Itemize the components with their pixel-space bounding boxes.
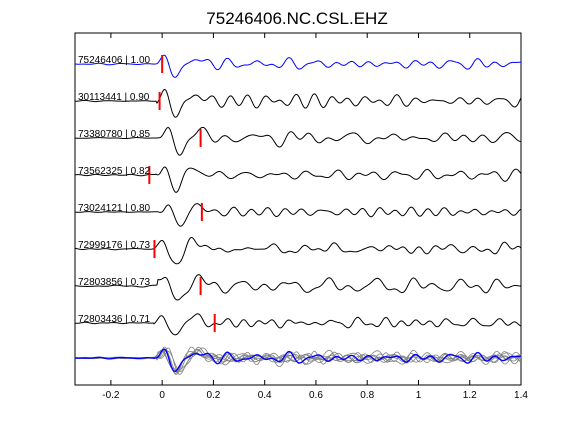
trace-label: 72803436 | 0.71 <box>78 314 151 325</box>
trace-label: 72803856 | 0.73 <box>78 277 151 288</box>
x-tick-label: 0.6 <box>309 390 323 401</box>
x-tick-label: 1.2 <box>463 390 477 401</box>
trace-label: 72999176 | 0.73 <box>78 240 151 251</box>
trace-line <box>75 313 522 336</box>
trace-label: 73024121 | 0.80 <box>78 203 151 214</box>
trace-line <box>75 88 522 118</box>
x-tick-label: -0.2 <box>102 390 120 401</box>
stack-layer <box>74 346 522 375</box>
x-tick-label: 0.4 <box>258 390 272 401</box>
trace-line <box>74 274 522 301</box>
trace-line <box>74 203 522 227</box>
stack-reference-trace <box>74 348 521 373</box>
trace-line <box>74 237 522 265</box>
trace-label: 73380780 | 0.85 <box>78 129 151 140</box>
x-tick-label: 1.4 <box>514 390 528 401</box>
trace-line <box>74 54 521 78</box>
trace-label: 75246406 | 1.00 <box>78 55 151 66</box>
trace-label: 73562325 | 0.82 <box>78 166 151 177</box>
trace-line <box>75 126 522 156</box>
traces-layer <box>74 54 522 336</box>
trace-label: 30113441 | 0.90 <box>78 92 150 103</box>
x-tick-label: 0.2 <box>206 390 220 401</box>
picks-layer <box>148 55 216 332</box>
x-tick-label: 1 <box>416 390 422 401</box>
x-tick-label: 0 <box>159 390 165 401</box>
x-tick-label: 0.8 <box>360 390 374 401</box>
x-axis: -0.2 0 0.2 0.4 0.6 0.8 1 1.2 1.4 <box>102 33 528 401</box>
chart-title: 75246406.NC.CSL.EHZ <box>206 9 387 28</box>
labels-layer: 75246406 | 1.00 30113441 | 0.90 73380780 |… <box>78 55 151 325</box>
